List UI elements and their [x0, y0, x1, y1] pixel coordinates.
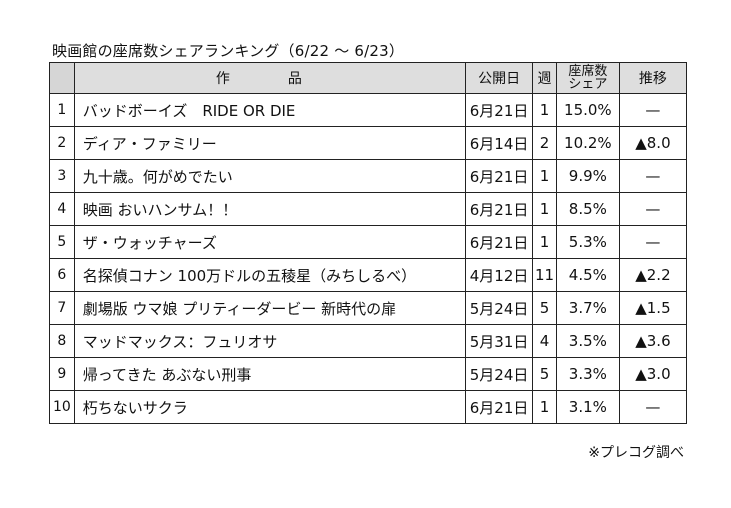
table-row: 2 ディア・ファミリー 6月14日 2 10.2% ▲8.0 [49, 126, 688, 160]
cell-release-date: 6月21日 [465, 225, 534, 259]
cell-change: — [618, 390, 688, 424]
source-note: ※プレコグ調べ [588, 445, 684, 461]
cell-week: 1 [532, 159, 557, 193]
cell-seat-share: 3.7% [555, 291, 620, 325]
cell-week: 1 [532, 192, 557, 226]
cell-week: 4 [532, 324, 557, 358]
cell-week: 2 [532, 126, 557, 160]
cell-seat-share: 9.9% [555, 159, 620, 193]
table-row: 8 マッドマックス：フュリオサ 5月31日 4 3.5% ▲3.6 [49, 324, 688, 358]
table-row: 1 バッドボーイズ RIDE OR DIE 6月21日 1 15.0% — [49, 93, 688, 127]
cell-week: 5 [532, 357, 557, 391]
table-header-row: 作 品 公開日 週 座席数 シェア 推移 [49, 62, 688, 94]
header-rank [49, 62, 75, 94]
cell-rank: 3 [49, 159, 75, 193]
cell-seat-share: 3.3% [555, 357, 620, 391]
cell-rank: 10 [49, 390, 75, 424]
cell-week: 1 [532, 225, 557, 259]
cell-rank: 4 [49, 192, 75, 226]
cell-rank: 8 [49, 324, 75, 358]
cell-title: 映画 おいハンサム！！ [73, 192, 467, 226]
cell-change: ▲3.0 [618, 357, 688, 391]
cell-title: ディア・ファミリー [73, 126, 467, 160]
cell-title: 劇場版 ウマ娘 プリティーダービー 新時代の扉 [73, 291, 467, 325]
cell-release-date: 6月21日 [465, 93, 534, 127]
ranking-table: 作 品 公開日 週 座席数 シェア 推移 1 バッドボーイズ RIDE OR D… [49, 62, 688, 424]
cell-title: ザ・ウォッチャーズ [73, 225, 467, 259]
cell-seat-share: 15.0% [555, 93, 620, 127]
ranking-title: 映画館の座席数シェアランキング（6/22 ～ 6/23） [52, 42, 405, 60]
cell-seat-share: 4.5% [555, 258, 620, 292]
cell-release-date: 5月24日 [465, 357, 534, 391]
cell-title: 九十歳。何がめでたい [73, 159, 467, 193]
cell-seat-share: 10.2% [555, 126, 620, 160]
table-row: 3 九十歳。何がめでたい 6月21日 1 9.9% — [49, 159, 688, 193]
header-week: 週 [532, 62, 557, 94]
cell-seat-share: 5.3% [555, 225, 620, 259]
cell-rank: 2 [49, 126, 75, 160]
cell-week: 5 [532, 291, 557, 325]
cell-seat-share: 8.5% [555, 192, 620, 226]
cell-title: マッドマックス：フュリオサ [73, 324, 467, 358]
cell-change: ▲8.0 [618, 126, 688, 160]
cell-change: — [618, 225, 688, 259]
cell-rank: 9 [49, 357, 75, 391]
cell-change: ▲1.5 [618, 291, 688, 325]
cell-title: 名探偵コナン 100万ドルの五稜星（みちしるべ） [73, 258, 467, 292]
header-release-date: 公開日 [465, 62, 534, 94]
cell-title: バッドボーイズ RIDE OR DIE [73, 93, 467, 127]
cell-rank: 6 [49, 258, 75, 292]
cell-rank: 1 [49, 93, 75, 127]
table-row: 9 帰ってきた あぶない刑事 5月24日 5 3.3% ▲3.0 [49, 357, 688, 391]
cell-rank: 7 [49, 291, 75, 325]
cell-change: — [618, 93, 688, 127]
cell-release-date: 6月14日 [465, 126, 534, 160]
cell-change: — [618, 159, 688, 193]
cell-change: ▲2.2 [618, 258, 688, 292]
cell-release-date: 5月24日 [465, 291, 534, 325]
table-row: 7 劇場版 ウマ娘 プリティーダービー 新時代の扉 5月24日 5 3.7% ▲… [49, 291, 688, 325]
header-change: 推移 [618, 62, 688, 94]
header-title: 作 品 [73, 62, 467, 94]
table-row: 10 朽ちないサクラ 6月21日 1 3.1% — [49, 390, 688, 424]
cell-week: 11 [532, 258, 557, 292]
cell-rank: 5 [49, 225, 75, 259]
table-row: 6 名探偵コナン 100万ドルの五稜星（みちしるべ） 4月12日 11 4.5%… [49, 258, 688, 292]
cell-seat-share: 3.1% [555, 390, 620, 424]
cell-release-date: 5月31日 [465, 324, 534, 358]
cell-title: 朽ちないサクラ [73, 390, 467, 424]
cell-seat-share: 3.5% [555, 324, 620, 358]
header-seat-share-line1: 座席数 [568, 64, 608, 79]
cell-change: ▲3.6 [618, 324, 688, 358]
cell-change: — [618, 192, 688, 226]
cell-release-date: 6月21日 [465, 159, 534, 193]
header-seat-share: 座席数 シェア [555, 62, 620, 94]
cell-week: 1 [532, 93, 557, 127]
cell-release-date: 4月12日 [465, 258, 534, 292]
cell-title: 帰ってきた あぶない刑事 [73, 357, 467, 391]
cell-release-date: 6月21日 [465, 192, 534, 226]
cell-release-date: 6月21日 [465, 390, 534, 424]
table-row: 5 ザ・ウォッチャーズ 6月21日 1 5.3% — [49, 225, 688, 259]
table-row: 4 映画 おいハンサム！！ 6月21日 1 8.5% — [49, 192, 688, 226]
cell-week: 1 [532, 390, 557, 424]
header-seat-share-line2: シェア [568, 77, 608, 92]
